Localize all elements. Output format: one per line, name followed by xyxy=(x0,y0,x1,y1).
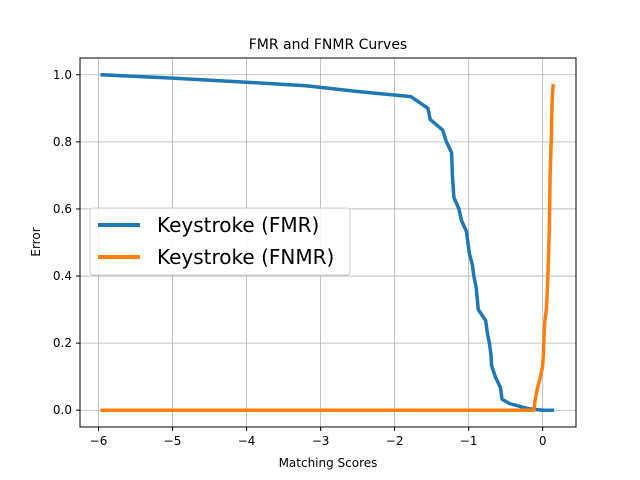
x-tick-label: −3 xyxy=(312,434,330,448)
series-line-fmr xyxy=(100,72,555,412)
legend-box xyxy=(89,207,351,276)
y-tick-label: 0.6 xyxy=(53,202,72,216)
x-axis-label: Matching Scores xyxy=(279,456,378,470)
legend-label-fnmr: Keystroke (FNMR) xyxy=(157,245,334,269)
series-lines xyxy=(100,72,555,412)
legend: Keystroke (FMR) Keystroke (FNMR) xyxy=(89,207,351,276)
y-tick-label: 1.0 xyxy=(53,68,72,82)
series-line-fnmr xyxy=(100,83,555,412)
x-tick-label: 0 xyxy=(539,434,547,448)
chart-title: FMR and FNMR Curves xyxy=(249,37,407,53)
x-tick-label: −6 xyxy=(90,434,108,448)
plot-frame xyxy=(79,57,577,428)
x-tick-label: −5 xyxy=(164,434,182,448)
x-tick-label: −4 xyxy=(238,434,256,448)
y-tick-label: 0.8 xyxy=(53,135,72,149)
x-tick-label: −1 xyxy=(460,434,478,448)
y-axis-label: Error xyxy=(29,227,43,256)
y-tick-label: 0.0 xyxy=(53,403,72,417)
x-tick-label: −2 xyxy=(386,434,404,448)
legend-label-fmr: Keystroke (FMR) xyxy=(157,213,319,237)
y-tick-label: 0.2 xyxy=(53,336,72,350)
axis-ticks: −6 −5 −4 −3 −2 −1 0 0.0 0.2 0.4 0.6 0.8 1.0 xyxy=(53,68,547,448)
y-tick-label: 0.4 xyxy=(53,269,72,283)
